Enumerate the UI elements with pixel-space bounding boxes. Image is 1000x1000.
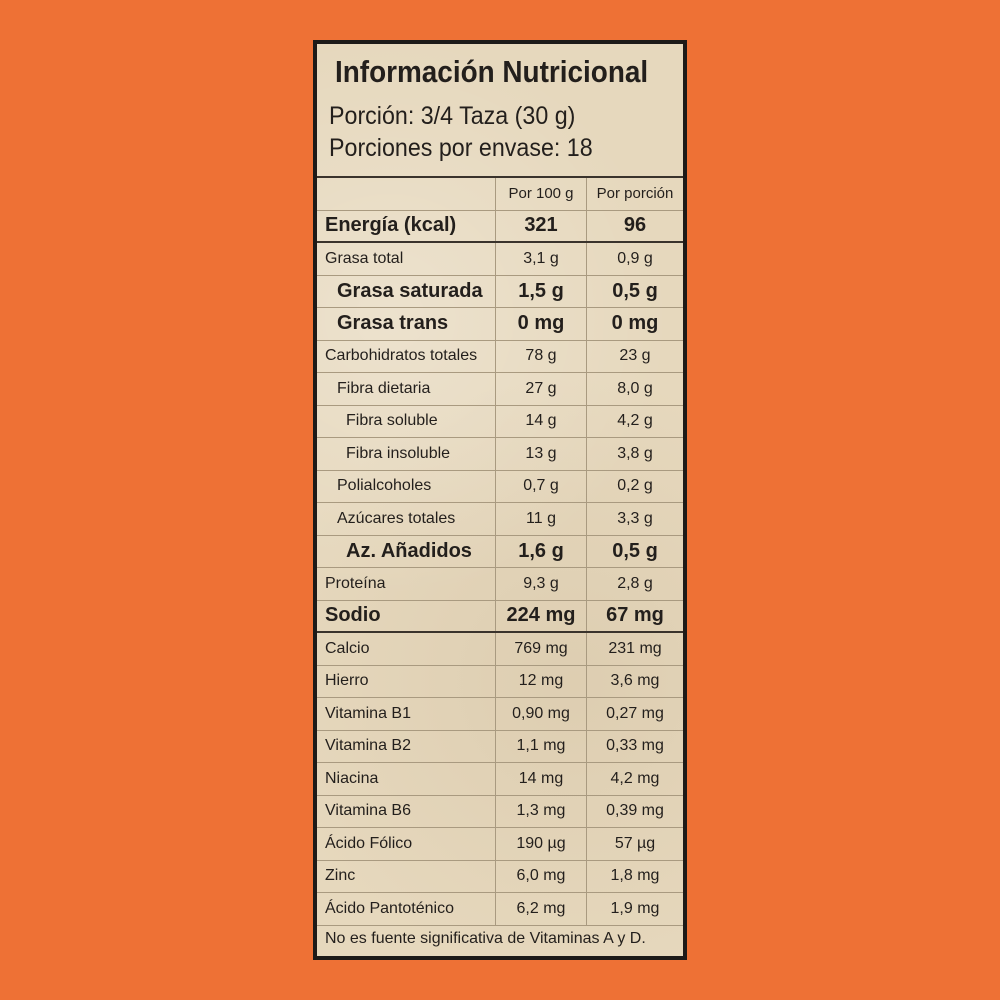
table-row: Vitamina B6 1,3 mg 0,39 mg	[317, 795, 683, 828]
nutrient-name: Fibra dietaria	[337, 379, 431, 397]
table-row: Calcio 769 mg 231 mg	[317, 633, 683, 666]
value-per-serving: 67 mg	[586, 600, 683, 631]
table-row: Vitamina B2 1,1 mg 0,33 mg	[317, 730, 683, 763]
value-per-100g: 0 mg	[495, 308, 586, 340]
value-per-100g: 13 g	[495, 438, 586, 470]
value-per-100g: 1,3 mg	[495, 795, 586, 827]
value-per-100g: 0,90 mg	[495, 698, 586, 730]
value-per-serving: 1,8 mg	[586, 860, 683, 892]
column-header-per-100g: Por 100 g	[495, 178, 586, 210]
nutrient-name: Carbohidratos totales	[325, 347, 478, 365]
header-divider	[317, 176, 683, 178]
table-row: Fibra insoluble 13 g 3,8 g	[317, 438, 683, 471]
value-per-100g: 14 mg	[495, 763, 586, 795]
column-header-per-serving: Por porción	[586, 178, 683, 210]
value-per-serving: 3,3 g	[586, 503, 683, 535]
nutrient-name: Sodio	[325, 604, 381, 627]
table-row: Fibra soluble 14 g 4,2 g	[317, 405, 683, 438]
table-row: Niacina 14 mg 4,2 mg	[317, 763, 683, 796]
value-per-serving: 4,2 g	[586, 405, 683, 437]
value-per-serving: 0,33 mg	[586, 730, 683, 762]
value-per-serving: 4,2 mg	[586, 763, 683, 795]
value-per-serving: 0 mg	[586, 308, 683, 340]
nutrient-name: Hierro	[325, 672, 369, 690]
portion-size: Porción: 3/4 Taza (30 g)	[329, 102, 576, 130]
table-row: Zinc 6,0 mg 1,8 mg	[317, 860, 683, 893]
nutrient-name: Fibra soluble	[346, 412, 438, 430]
value-per-100g: 11 g	[495, 503, 586, 535]
value-per-serving: 2,8 g	[586, 568, 683, 600]
table-row: Carbohidratos totales 78 g 23 g	[317, 340, 683, 373]
table-row: Proteína 9,3 g 2,8 g	[317, 568, 683, 601]
table-row: Polialcoholes 0,7 g 0,2 g	[317, 470, 683, 503]
nutrient-name: Ácido Fólico	[325, 834, 413, 852]
value-per-serving: 3,6 mg	[586, 665, 683, 697]
value-per-serving: 3,8 g	[586, 438, 683, 470]
table-row: Az. Añadidos 1,6 g 0,5 g	[317, 535, 683, 568]
nutrient-name: Vitamina B1	[325, 704, 411, 722]
footnote: No es fuente significativa de Vitaminas …	[325, 930, 646, 947]
value-per-100g: 224 mg	[495, 600, 586, 631]
value-per-100g: 6,2 mg	[495, 893, 586, 925]
table-row: Grasa trans 0 mg 0 mg	[317, 308, 683, 341]
value-per-serving: 0,2 g	[586, 470, 683, 502]
value-per-serving: 23 g	[586, 340, 683, 372]
nutrient-name: Vitamina B6	[325, 802, 411, 820]
value-per-serving: 1,9 mg	[586, 893, 683, 925]
value-per-100g: 6,0 mg	[495, 860, 586, 892]
nutrient-name: Zinc	[325, 867, 356, 885]
nutrient-name: Grasa total	[325, 249, 404, 267]
table-row: Ácido Fólico 190 µg 57 µg	[317, 828, 683, 861]
table-row: Sodio 224 mg 67 mg	[317, 600, 683, 633]
nutrient-name: Vitamina B2	[325, 737, 411, 755]
value-per-100g: 9,3 g	[495, 568, 586, 600]
nutrient-name: Proteína	[325, 574, 386, 592]
nutrient-name: Niacina	[325, 769, 379, 787]
nutrient-name: Grasa trans	[337, 312, 449, 335]
table-row: Grasa total 3,1 g 0,9 g	[317, 243, 683, 276]
value-per-100g: 78 g	[495, 340, 586, 372]
nutrition-facts-panel: Información Nutricional Porción: 3/4 Taz…	[313, 40, 687, 960]
table-row: Azúcares totales 11 g 3,3 g	[317, 503, 683, 536]
value-per-serving: 0,39 mg	[586, 795, 683, 827]
value-per-serving: 8,0 g	[586, 373, 683, 405]
value-per-serving: 0,5 g	[586, 535, 683, 567]
value-per-100g: 769 mg	[495, 633, 586, 665]
nutrient-name: Fibra insoluble	[346, 444, 451, 462]
nutrient-name: Ácido Pantoténico	[325, 899, 454, 917]
nutrient-name: Azúcares totales	[337, 509, 456, 527]
value-per-serving: 96	[586, 210, 683, 241]
value-per-serving: 0,27 mg	[586, 698, 683, 730]
value-per-100g: 321	[495, 210, 586, 241]
value-per-100g: 27 g	[495, 373, 586, 405]
value-per-serving: 0,5 g	[586, 275, 683, 307]
value-per-100g: 14 g	[495, 405, 586, 437]
table-row: Fibra dietaria 27 g 8,0 g	[317, 373, 683, 406]
table-row: Grasa saturada 1,5 g 0,5 g	[317, 275, 683, 308]
nutrient-name: Calcio	[325, 639, 370, 657]
table-row: Hierro 12 mg 3,6 mg	[317, 665, 683, 698]
value-per-100g: 1,6 g	[495, 535, 586, 567]
value-per-100g: 12 mg	[495, 665, 586, 697]
nutrient-name: Grasa saturada	[337, 279, 483, 302]
table-row: Energía (kcal) 321 96	[317, 210, 683, 243]
servings-per-container: Porciones por envase: 18	[329, 134, 593, 162]
value-per-100g: 0,7 g	[495, 470, 586, 502]
value-per-100g: 1,5 g	[495, 275, 586, 307]
value-per-serving: 0,9 g	[586, 243, 683, 275]
nutrient-name: Energía (kcal)	[325, 214, 457, 237]
column-header-row: Por 100 g Por porción	[317, 178, 683, 211]
value-per-100g: 1,1 mg	[495, 730, 586, 762]
label-title: Información Nutricional	[335, 54, 649, 89]
nutrient-name: Az. Añadidos	[346, 539, 472, 562]
value-per-serving: 231 mg	[586, 633, 683, 665]
nutrient-name: Polialcoholes	[337, 477, 432, 495]
table-row: Ácido Pantoténico 6,2 mg 1,9 mg	[317, 893, 683, 926]
table-row: Vitamina B1 0,90 mg 0,27 mg	[317, 698, 683, 731]
nutrition-table: Por 100 g Por porción Energía (kcal) 321 9…	[317, 178, 683, 926]
value-per-serving: 57 µg	[586, 828, 683, 860]
value-per-100g: 190 µg	[495, 828, 586, 860]
value-per-100g: 3,1 g	[495, 243, 586, 275]
